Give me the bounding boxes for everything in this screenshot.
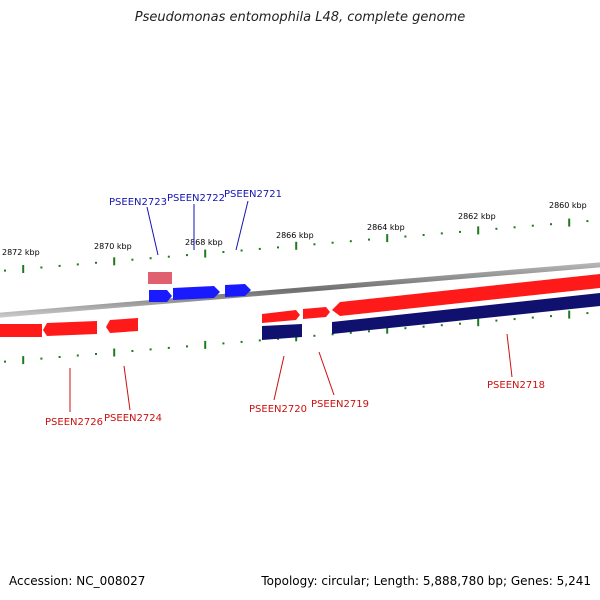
label-pseen2719[interactable]: PSEEN2719 xyxy=(311,399,369,410)
inner-tick-scale xyxy=(4,310,589,365)
reverse-strand-genes xyxy=(0,293,600,340)
gene-pseen2726[interactable] xyxy=(0,324,42,337)
gene-pseen2724-body[interactable] xyxy=(43,321,97,336)
cds-pseen2718 xyxy=(332,293,600,334)
gene-pseen2718-upper xyxy=(332,274,600,316)
genome-backbone xyxy=(0,262,600,318)
label-pseen2723[interactable]: PSEEN2723 xyxy=(109,197,167,208)
pseudogene-feature xyxy=(148,272,172,284)
scale-label-2870: 2870 kbp xyxy=(94,242,132,251)
topology-label: Topology: circular; Length: 5,888,780 bp… xyxy=(261,574,591,588)
cds-pseen2720 xyxy=(262,324,302,340)
outer-tick-scale: 2872 kbp 2870 kbp 2868 kbp 2866 kbp 2864… xyxy=(2,201,589,273)
scale-label-2864: 2864 kbp xyxy=(367,223,405,232)
label-pseen2722[interactable]: PSEEN2722 xyxy=(167,193,225,204)
forward-strand-genes xyxy=(148,272,600,323)
scale-label-2862: 2862 kbp xyxy=(458,212,496,221)
accession-label: Accession: NC_008027 xyxy=(9,574,146,588)
gene-pseen2724[interactable] xyxy=(106,318,138,333)
label-pseen2724[interactable]: PSEEN2724 xyxy=(104,413,162,424)
gene-pseen2722[interactable] xyxy=(173,286,220,300)
gene-pseen2719-upper xyxy=(303,307,330,319)
scale-label-2866: 2866 kbp xyxy=(276,231,314,240)
gene-labels: PSEEN2723 PSEEN2722 PSEEN2721 PSEEN2726 … xyxy=(45,189,545,428)
label-pseen2718[interactable]: PSEEN2718 xyxy=(487,380,545,391)
scale-label-2872: 2872 kbp xyxy=(2,248,40,257)
label-pseen2720[interactable]: PSEEN2720 xyxy=(249,404,307,415)
map-title: Pseudomonas entomophila L48, complete ge… xyxy=(134,10,466,25)
scale-label-2868: 2868 kbp xyxy=(185,238,223,247)
label-pseen2721[interactable]: PSEEN2721 xyxy=(224,189,282,200)
gene-pseen2720-upper xyxy=(262,310,300,323)
gene-pseen2723[interactable] xyxy=(149,290,172,302)
label-pseen2726[interactable]: PSEEN2726 xyxy=(45,417,103,428)
gene-pseen2721[interactable] xyxy=(225,284,251,297)
scale-label-2860: 2860 kbp xyxy=(549,201,587,210)
